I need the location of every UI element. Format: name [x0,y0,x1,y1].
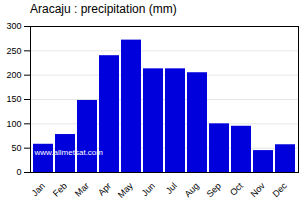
svg-text:250: 250 [6,46,21,56]
svg-text:Feb: Feb [51,181,69,199]
svg-text:Sep: Sep [205,181,223,199]
svg-text:200: 200 [6,70,21,80]
svg-text:Nov: Nov [249,180,268,199]
svg-text:www.allmetsat.com: www.allmetsat.com [34,148,104,157]
svg-text:Jun: Jun [140,181,157,198]
svg-text:Apr: Apr [96,181,113,198]
svg-text:150: 150 [6,94,21,104]
svg-text:Jul: Jul [164,181,179,196]
svg-text:Mar: Mar [73,181,91,199]
svg-text:May: May [116,180,135,199]
svg-text:100: 100 [6,119,21,129]
svg-text:Oct: Oct [228,180,245,197]
svg-text:300: 300 [6,21,21,31]
svg-text:Dec: Dec [271,180,290,199]
svg-text:0: 0 [16,167,21,177]
svg-text:Aug: Aug [183,181,201,199]
svg-text:Jan: Jan [30,181,47,198]
html-text:Aracaju : precipitation (mm): Aracaju : precipitation (mm) [30,2,177,16]
svg-text:50: 50 [11,143,21,153]
